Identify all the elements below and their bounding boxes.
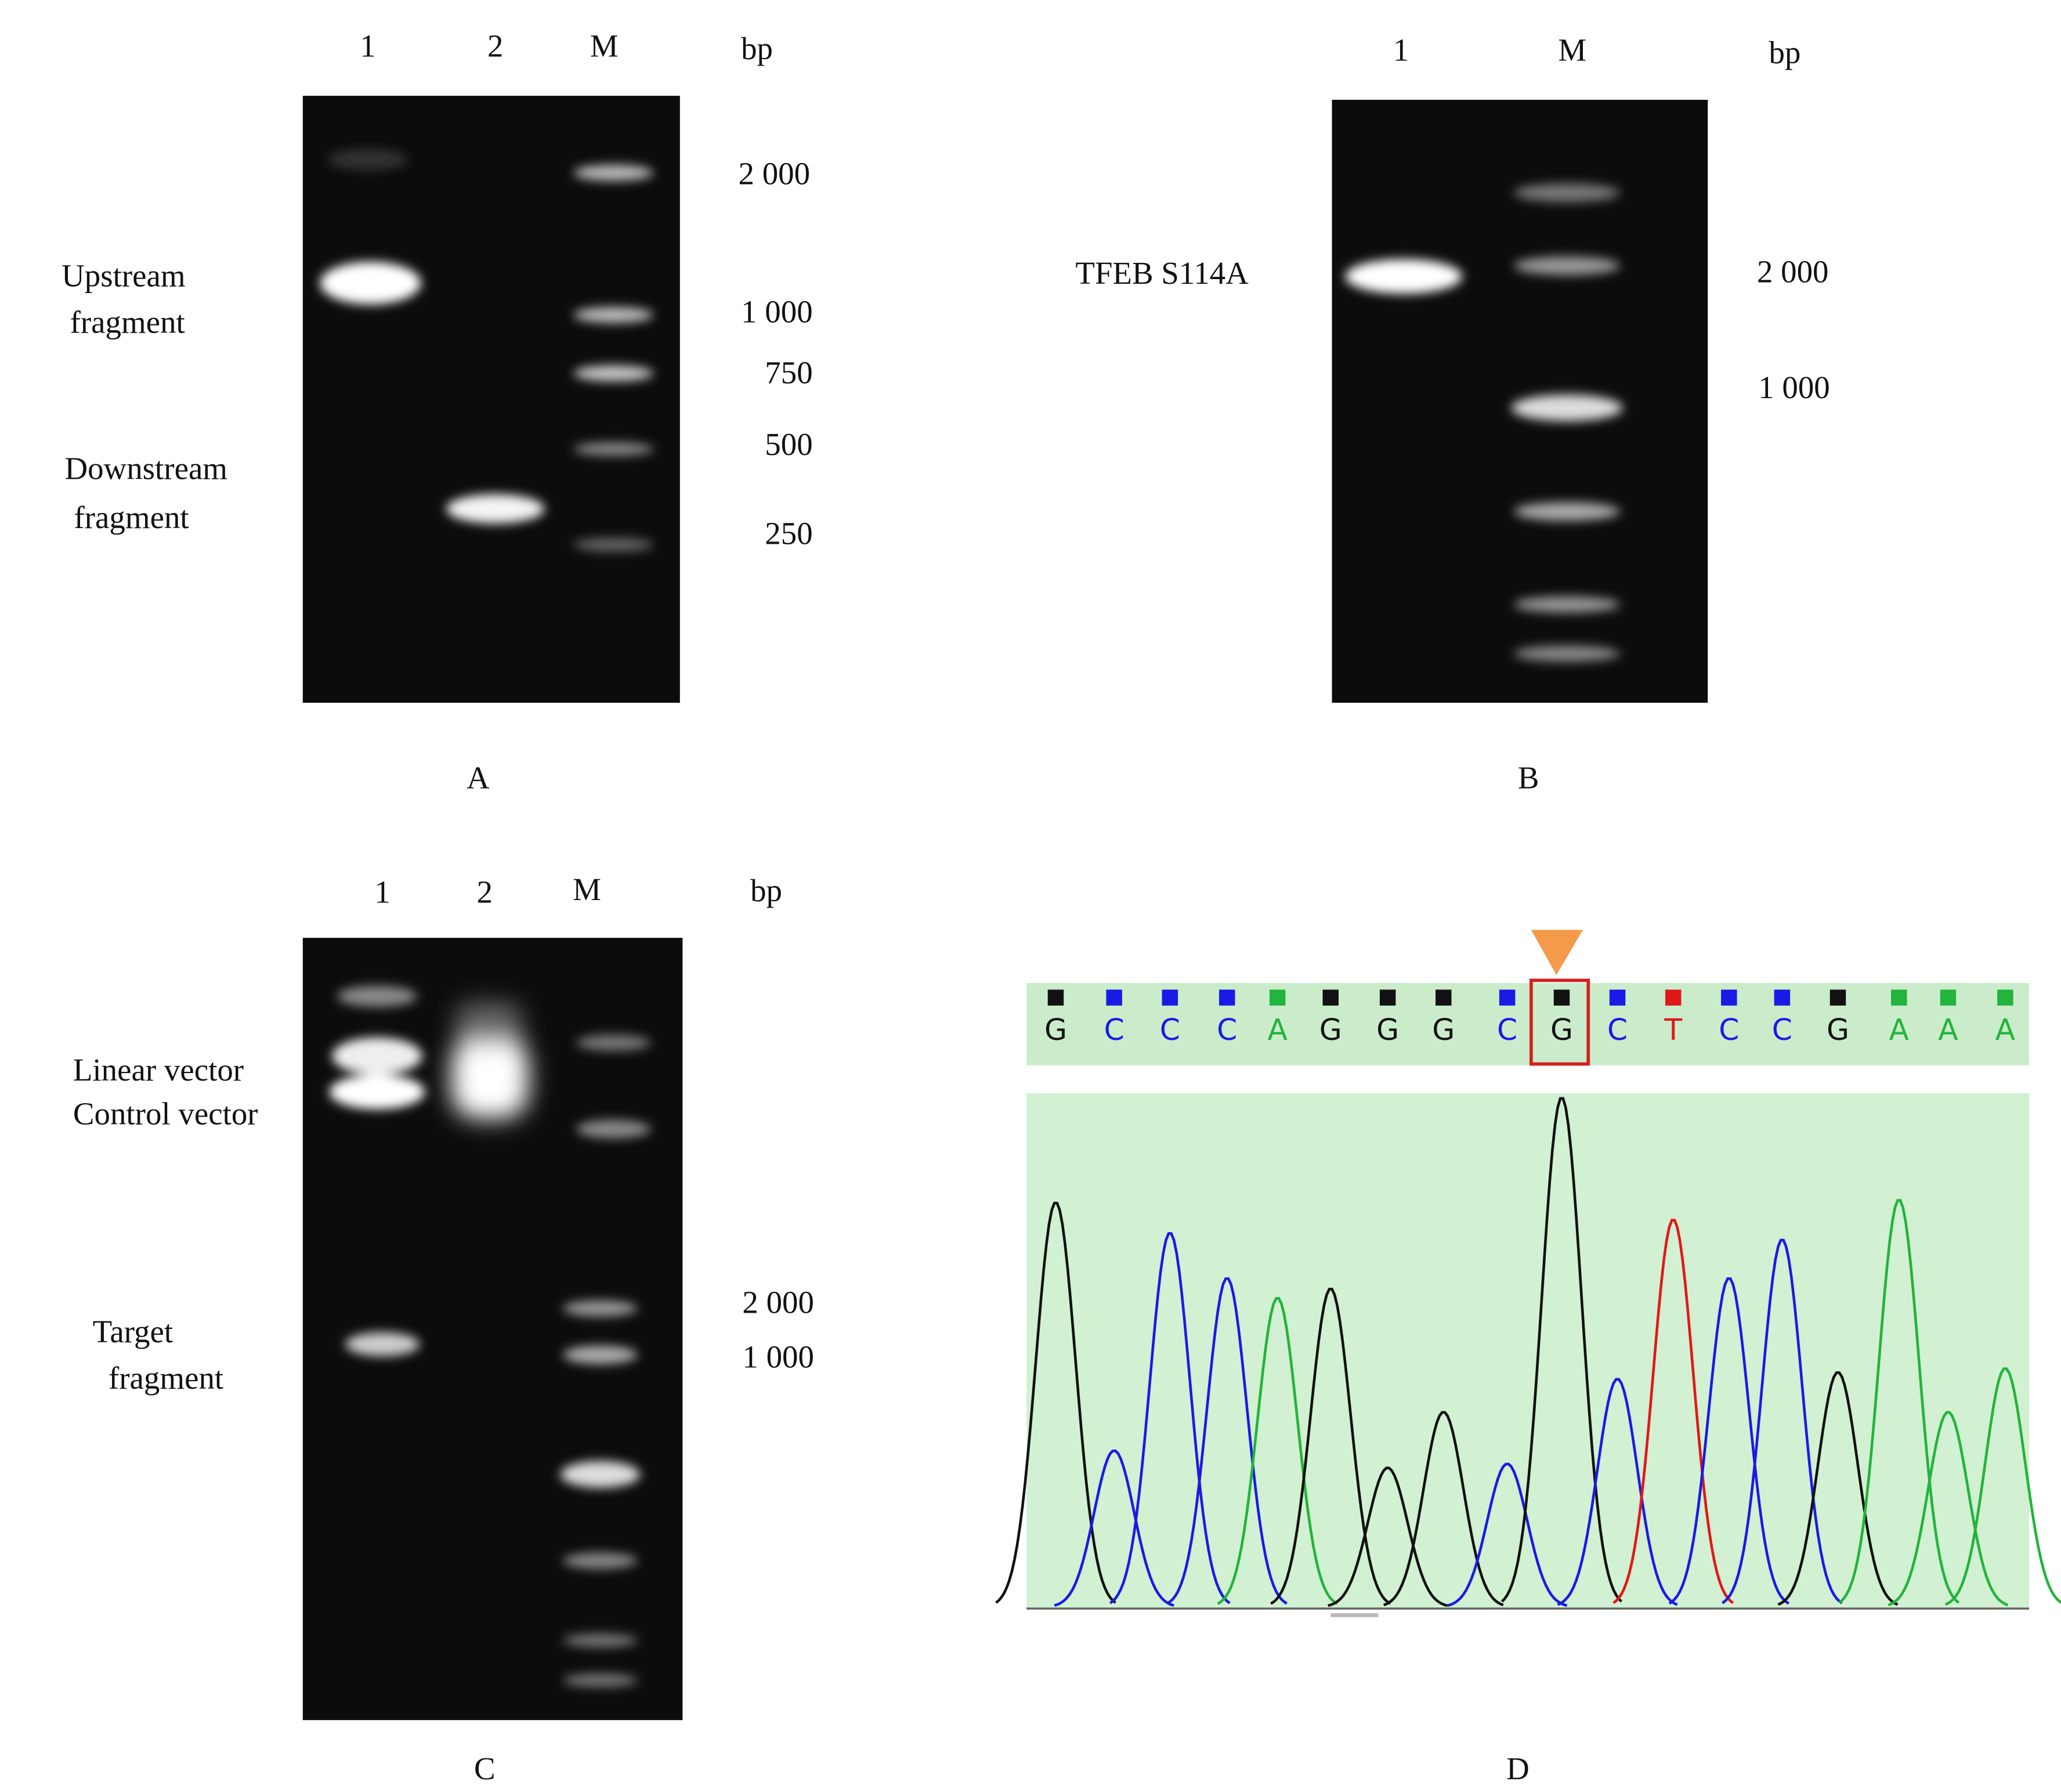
sequence-strip: [1026, 982, 2030, 1065]
trace-peak: [1838, 1199, 1960, 1604]
base-letter: A: [1995, 1013, 2016, 1047]
base-letter: C: [1719, 1013, 1739, 1047]
panel-label: A: [467, 760, 490, 796]
base-marker: [1774, 989, 1791, 1006]
base-letter: G: [1432, 1013, 1455, 1047]
base-marker: [1436, 989, 1452, 1006]
marker-label: 1 000: [741, 294, 813, 329]
base-marker: [1322, 989, 1339, 1006]
marker-label: 2 000: [742, 1285, 814, 1320]
base-letter: A: [1267, 1013, 1288, 1047]
trace-peak: [1217, 1297, 1338, 1605]
unit-label: bp: [750, 873, 782, 908]
marker-label: 2 000: [1757, 254, 1829, 290]
trace-peak: [1612, 1219, 1734, 1605]
annotation: Target: [93, 1314, 173, 1349]
gel: [302, 96, 680, 703]
base-marker: [1997, 989, 2013, 1006]
lane-label: M: [1558, 32, 1586, 67]
marker-label: 250: [765, 516, 812, 551]
bands: [320, 149, 654, 552]
highlight-box: [1529, 978, 1590, 1066]
trace-peak: [1777, 1371, 1899, 1606]
annotation: fragment: [70, 305, 185, 340]
base-letter: G: [1319, 1013, 1342, 1047]
trace-peak: [1557, 1378, 1678, 1606]
unit-label: bp: [1769, 35, 1801, 70]
mutation-arrow: [1531, 930, 1583, 976]
trace-peak: [1668, 1277, 1790, 1605]
base-letter: C: [1104, 1013, 1124, 1047]
annotation: Upstream: [62, 258, 185, 294]
base-letter: C: [1497, 1013, 1517, 1047]
trace-peak: [1944, 1367, 2061, 1606]
trace-peak: [1500, 1097, 1623, 1603]
base-letter: A: [1889, 1013, 1910, 1047]
peaks: [995, 1097, 2061, 1607]
base-letter: C: [1217, 1013, 1237, 1047]
base-letter: G: [1550, 1013, 1573, 1047]
base-marker: [1499, 989, 1516, 1006]
trace-peak: [1109, 1232, 1231, 1605]
base-letter: G: [1827, 1013, 1849, 1047]
trace-peak: [1383, 1411, 1504, 1607]
base-marker: [1269, 989, 1286, 1006]
annotation: Downstream: [64, 450, 227, 486]
base-letter: A: [1938, 1013, 1958, 1047]
base-letter: T: [1664, 1013, 1682, 1047]
marker-label: 1 000: [1758, 370, 1830, 405]
lane-label: 2: [477, 874, 493, 909]
lane-label: 1: [374, 874, 390, 909]
base-marker: [1891, 989, 1907, 1006]
marker-label: 1 000: [742, 1339, 814, 1374]
trace-peak: [1328, 1466, 1448, 1607]
trace-peak: [995, 1201, 1116, 1604]
base-marker: [1218, 989, 1235, 1006]
annotation: TFEB S114A: [1075, 255, 1249, 291]
smear: [451, 1003, 529, 1119]
panel-label: D: [1506, 1751, 1530, 1786]
base-letter: C: [1772, 1013, 1792, 1047]
base-marker: [1940, 989, 1957, 1006]
trace-peak: [1270, 1288, 1391, 1605]
base-marker: [1829, 989, 1846, 1006]
base-letter: G: [1044, 1013, 1067, 1047]
base-marker: [1106, 989, 1122, 1006]
lane-label: 1: [360, 28, 375, 64]
base-marker: [1665, 989, 1682, 1006]
base-marker: [1721, 989, 1737, 1006]
trace-peak: [1054, 1449, 1174, 1607]
lane-label: M: [573, 872, 601, 907]
base-marker: [1162, 989, 1178, 1006]
annotation: Control vector: [73, 1096, 258, 1132]
marker-label: 500: [765, 427, 812, 462]
base-letter: G: [1376, 1013, 1399, 1047]
base-marker: [1379, 989, 1396, 1006]
base-marker: [1047, 989, 1064, 1006]
annotation: Linear vector: [73, 1052, 244, 1088]
bands: [329, 985, 651, 1687]
unit-label: bp: [741, 31, 773, 66]
trace-peak: [1447, 1462, 1568, 1607]
marker-label: 750: [765, 355, 812, 391]
panel-label: C: [474, 1751, 496, 1786]
lane-label: 1: [1393, 32, 1409, 67]
annotation: fragment: [109, 1360, 223, 1396]
base-marker: [1553, 989, 1570, 1006]
trace-peak: [1888, 1411, 2009, 1607]
annotation: fragment: [74, 500, 189, 535]
base-letter: C: [1160, 1013, 1180, 1047]
bands: [1345, 183, 1623, 662]
trace-peak: [1166, 1277, 1288, 1605]
lane-label: M: [590, 28, 619, 64]
base-letter: C: [1607, 1013, 1628, 1047]
trace-peak: [1722, 1238, 1843, 1605]
lane-label: 2: [487, 28, 503, 64]
base-marker: [1609, 989, 1626, 1006]
panel-label: B: [1518, 760, 1539, 796]
marker-label: 2 000: [739, 156, 811, 191]
